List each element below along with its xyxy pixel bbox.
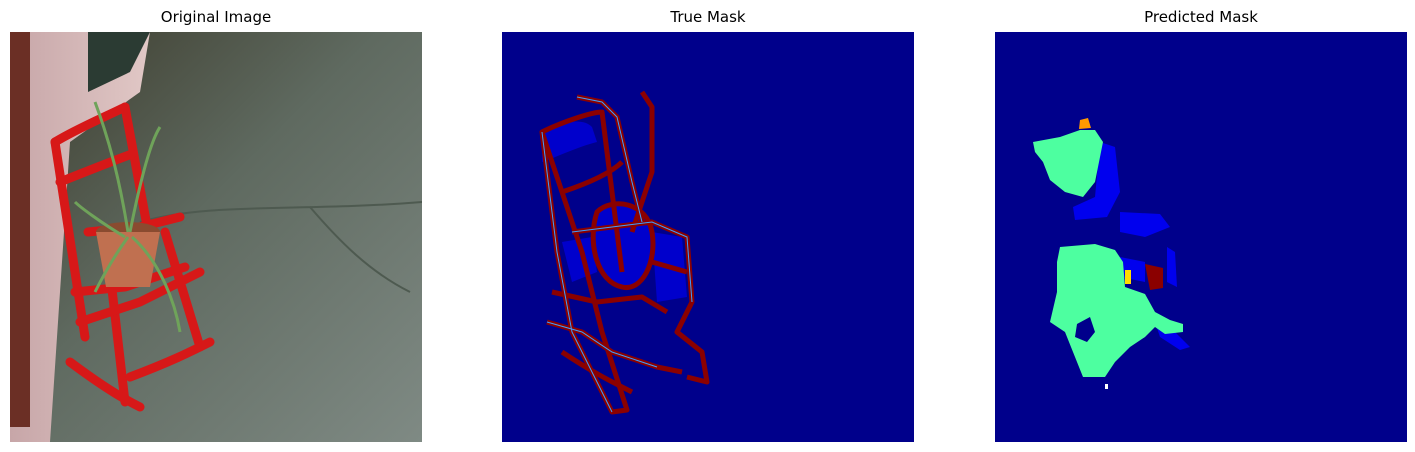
predicted-darkred-region (1145, 264, 1163, 290)
true-mask-image (502, 32, 914, 442)
panel-predicted-mask: Predicted Mask (995, 0, 1407, 452)
predicted-yellow-speck (1125, 270, 1131, 284)
predicted-noise-speck (1105, 384, 1108, 389)
plant-pot (96, 232, 160, 287)
predicted-mask-image (995, 32, 1407, 442)
wall-trim (10, 32, 30, 427)
panel-title-predicted-mask: Predicted Mask (1144, 8, 1258, 26)
panel-title-original: Original Image (160, 8, 272, 26)
mask-background (995, 32, 1407, 442)
predicted-orange-region (1079, 118, 1091, 129)
mask-inner-edge (541, 96, 693, 413)
predicted-green-regions (1033, 130, 1183, 377)
floor-crack (309, 206, 411, 293)
panel-title-true-mask: True Mask (670, 8, 746, 26)
original-photo (10, 32, 422, 442)
panel-true-mask: True Mask (502, 0, 914, 452)
plant-leaves (73, 101, 182, 333)
panel-original-image: Original Image (10, 0, 422, 452)
doorway (88, 32, 150, 92)
predicted-hole (1075, 317, 1095, 342)
wall (10, 32, 150, 442)
